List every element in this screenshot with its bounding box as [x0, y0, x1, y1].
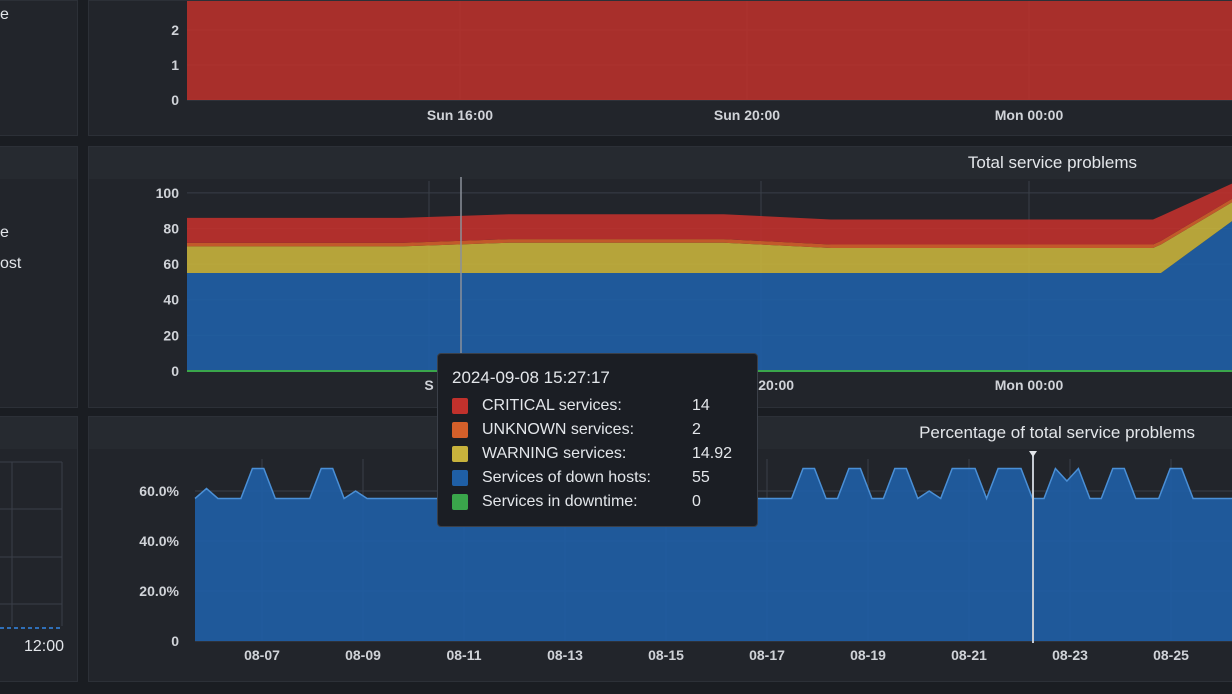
left-panel-3-header	[0, 417, 77, 449]
tooltip-label: CRITICAL services:	[482, 397, 622, 414]
tooltip-swatch	[452, 470, 468, 486]
y-tick-label: 100	[156, 185, 180, 201]
y-tick-label: 80	[163, 220, 179, 236]
y-tick-label: 40.0%	[139, 533, 179, 549]
x-tick-label: 08-19	[850, 647, 886, 663]
x-tick-label: 08-11	[446, 647, 481, 663]
y-tick-label: 40	[163, 292, 179, 308]
left-panel-2-label-b: ost	[0, 255, 22, 272]
left-panel-2	[0, 146, 78, 408]
series-area	[187, 1, 1232, 100]
tooltip-row: UNKNOWN services: 2	[452, 418, 743, 442]
x-tick-label: Sun 20:00	[714, 107, 780, 123]
x-tick-label: 08-21	[951, 647, 987, 663]
chart-title-total: Total service problems	[967, 153, 1137, 172]
chart-top: 0 1 2 Sun 16:00 Sun 20:00 Mon 00:00	[171, 1, 1232, 123]
y-tick-label: 60	[163, 256, 179, 272]
left-panel-1	[0, 0, 78, 136]
hover-tooltip: 2024-09-08 15:27:17 CRITICAL services: 14…	[437, 353, 758, 527]
series-area	[187, 221, 1232, 371]
tooltip-value: 55	[692, 469, 710, 486]
x-tick-label: 08-15	[648, 647, 684, 663]
tooltip-swatch	[452, 422, 468, 438]
tooltip-row: Services of down hosts: 55	[452, 466, 743, 490]
x-tick-label: S	[424, 377, 433, 393]
tooltip-label: Services in downtime:	[482, 493, 638, 510]
series-area	[187, 202, 1232, 273]
y-tick-label: 0	[171, 92, 179, 108]
x-tick-label: 08-09	[345, 647, 381, 663]
tooltip-swatch	[452, 398, 468, 414]
tooltip-label: Services of down hosts:	[482, 469, 651, 486]
left-panel-3-time: 12:00	[24, 638, 65, 655]
tooltip-value: 14.92	[692, 445, 733, 462]
x-tick-label: 08-23	[1052, 647, 1088, 663]
left-panel-2-label-a: e	[0, 224, 9, 241]
tooltip-row: Services in downtime: 0	[452, 490, 743, 514]
x-tick-label: Sun 16:00	[427, 107, 493, 123]
x-tick-label: 08-17	[749, 647, 785, 663]
tooltip-value: 14	[692, 397, 710, 414]
bottom-strip	[0, 684, 1232, 694]
tooltip-value: 2	[692, 421, 701, 438]
tooltip-swatch	[452, 446, 468, 462]
x-tick-label: Mon 00:00	[995, 107, 1064, 123]
panel-total-header: Total service problems	[89, 147, 1232, 179]
y-tick-label: 20	[163, 327, 179, 343]
y-tick-label: 60.0%	[139, 483, 179, 499]
panel-chart-top: 0 1 2 Sun 16:00 Sun 20:00 Mon 00:00	[88, 0, 1232, 136]
tooltip-row: WARNING services: 14.92	[452, 442, 743, 466]
y-tick-label: 0	[171, 633, 179, 649]
left-panel-2-header	[0, 147, 77, 179]
y-tick-label: 20.0%	[139, 583, 179, 599]
y-tick-label: 2	[171, 22, 179, 38]
x-tick-label: Mon 00:00	[995, 377, 1064, 393]
tooltip-swatch	[452, 494, 468, 510]
tooltip-label: WARNING services:	[482, 445, 627, 462]
left-panel-3	[0, 416, 78, 682]
percentage-cursor-marker	[1029, 451, 1037, 457]
y-tick-label: 0	[171, 363, 179, 379]
tooltip-value: 0	[692, 493, 701, 510]
chart-title-percentage: Percentage of total service problems	[919, 423, 1195, 442]
x-tick-label: 08-07	[244, 647, 280, 663]
tooltip-time: 2024-09-08 15:27:17	[452, 368, 610, 387]
tooltip-label: UNKNOWN services:	[482, 421, 635, 438]
tooltip-row: CRITICAL services: 14	[452, 394, 743, 418]
y-tick-label: 1	[171, 57, 179, 73]
left-panel-1-label: e	[0, 6, 9, 23]
series-area	[187, 183, 1232, 245]
x-tick-label: 08-25	[1153, 647, 1189, 663]
x-tick-label: 08-13	[547, 647, 583, 663]
series-area	[187, 198, 1232, 249]
left-mini-chart	[0, 461, 63, 629]
